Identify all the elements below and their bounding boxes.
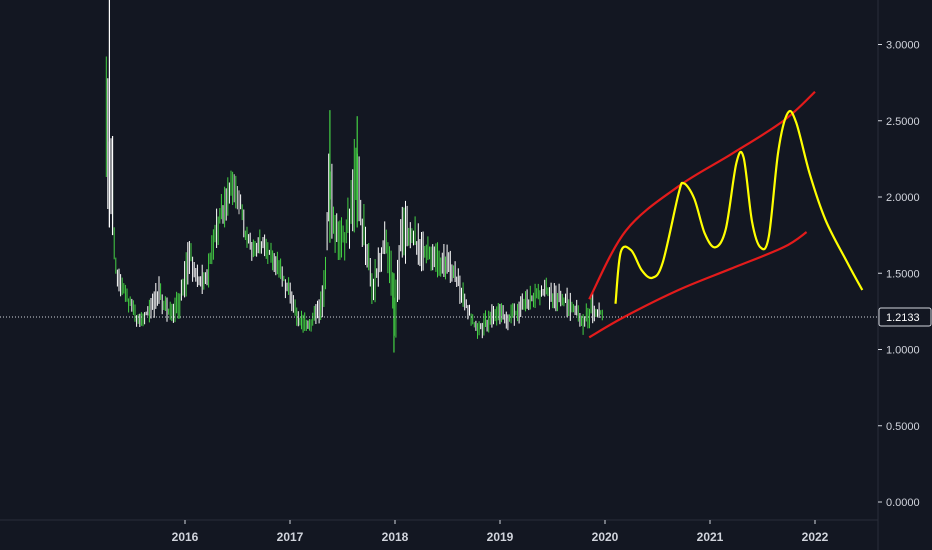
- y-tick-label: 3.0000: [886, 40, 920, 52]
- price-axis[interactable]: 3.0000 2.5000 2.0000 1.5000 1.0000 0.5000 0.00…: [878, 40, 920, 510]
- annotation-layer: [588, 90, 864, 339]
- x-tick-label: 2021: [697, 530, 724, 544]
- y-tick-label: 2.0000: [886, 192, 920, 204]
- x-tick-label: 2018: [382, 530, 409, 544]
- price-bars: [105, 0, 603, 353]
- last-price-tag-label: 1.2133: [886, 312, 920, 324]
- last-price-tag: 1.2133: [878, 307, 932, 327]
- x-tick-label: 2020: [592, 530, 619, 544]
- y-tick-label: 0.0000: [886, 497, 920, 509]
- x-tick-label: 2022: [802, 530, 829, 544]
- last-price-tag-box: [878, 307, 932, 327]
- y-tick-label: 1.0000: [886, 345, 920, 357]
- time-axis[interactable]: 2016 2017 2018 2019 2020 2021 2022: [172, 520, 829, 544]
- y-tick-label: 2.5000: [886, 116, 920, 128]
- x-tick-label: 2017: [277, 530, 304, 544]
- y-tick-label: 0.5000: [886, 421, 920, 433]
- x-tick-label: 2016: [172, 530, 199, 544]
- projection-curve: [614, 109, 864, 304]
- lower-channel-line: [588, 231, 808, 339]
- y-tick-label: 1.5000: [886, 268, 920, 280]
- x-tick-label: 2019: [487, 530, 514, 544]
